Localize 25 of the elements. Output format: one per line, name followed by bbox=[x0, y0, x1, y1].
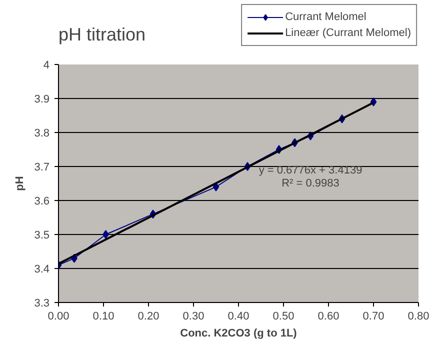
point bbox=[102, 230, 109, 239]
y-tick-label: 3.4 bbox=[34, 264, 50, 276]
y-tick-label: 3.7 bbox=[34, 162, 50, 174]
x-tick-label: 0.00 bbox=[48, 310, 70, 322]
y-tick-label: 3.5 bbox=[34, 230, 50, 242]
x-tick-label: 0.80 bbox=[408, 310, 430, 322]
x-tick-label: 0.10 bbox=[92, 310, 114, 322]
annotation: R² = 0.9983 bbox=[282, 178, 340, 190]
y-tick-label: 4 bbox=[43, 60, 50, 72]
legend-label: Currant Melomel bbox=[285, 10, 366, 24]
y-axis-title: pH bbox=[14, 176, 26, 191]
y-tick-label: 3.6 bbox=[34, 196, 50, 208]
y-tick-label: 3.9 bbox=[34, 94, 50, 106]
annotation: y = 0.6776x + 3.4139 bbox=[258, 164, 362, 177]
x-tick-label: 0.40 bbox=[228, 310, 250, 322]
x-tick-label: 0.30 bbox=[182, 310, 204, 322]
chart-title: pH titration bbox=[58, 24, 146, 44]
x-tick-label: 0.60 bbox=[318, 310, 340, 322]
y-tick-label: 3.8 bbox=[34, 128, 50, 140]
x-tick-label: 0.50 bbox=[272, 310, 294, 322]
y-tick-label: 3.3 bbox=[34, 298, 50, 310]
x-axis-title: Conc. K2CO3 (g to 1L) bbox=[180, 328, 298, 340]
legend-label: Lineær (Currant Melomel) bbox=[285, 26, 411, 40]
x-tick-label: 0.20 bbox=[138, 310, 160, 322]
x-tick-label: 0.70 bbox=[362, 310, 384, 322]
